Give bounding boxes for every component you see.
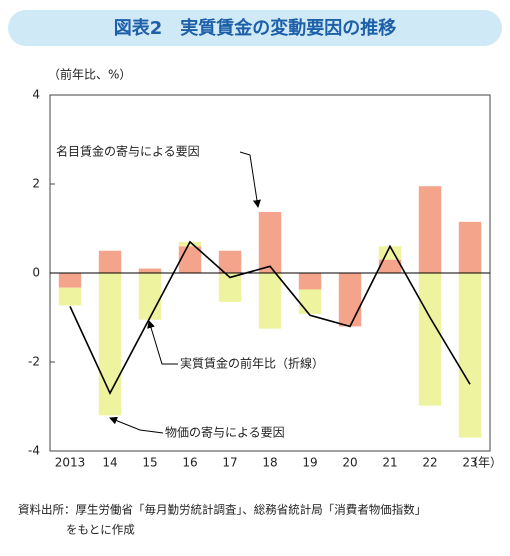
y-tick-label: 2 xyxy=(32,177,40,191)
y-tick-label: 0 xyxy=(32,266,40,280)
bar xyxy=(298,289,322,314)
source-note: 資料出所：厚生労働省「毎月勤労統計調査」、総務省統計局「消費者物価指数」 xyxy=(18,503,426,517)
bar xyxy=(98,250,122,273)
bar xyxy=(298,273,322,290)
bar xyxy=(418,273,442,406)
bar xyxy=(378,259,402,273)
x-tick-label: 23 xyxy=(462,456,477,470)
line xyxy=(69,240,471,395)
x-tick-label: 16 xyxy=(182,456,197,470)
bar xyxy=(218,250,242,273)
annotation: 実質賃金の前年比（折線） xyxy=(180,356,324,371)
x-tick-label: 19 xyxy=(302,456,317,470)
y-tick-label: -2 xyxy=(28,355,40,369)
annotation-arrow xyxy=(239,151,261,208)
source-note: をもとに作成 xyxy=(66,523,135,537)
bar xyxy=(178,241,202,247)
bar xyxy=(338,273,362,327)
x-tick-label: 17 xyxy=(222,456,237,470)
bar xyxy=(218,273,242,302)
annotation-arrow xyxy=(147,320,178,365)
bar xyxy=(418,186,442,273)
bar xyxy=(58,273,82,288)
annotation: 物価の寄与による要因 xyxy=(165,425,285,440)
bar xyxy=(458,221,482,273)
title-banner xyxy=(8,10,502,46)
bar xyxy=(378,246,402,260)
y-tick-label: 4 xyxy=(32,88,40,102)
x-tick-label: 20 xyxy=(342,456,357,470)
bar xyxy=(458,273,482,438)
bar xyxy=(178,246,202,273)
bar xyxy=(138,273,162,320)
chart-title: 図表2 実質賃金の変動要因の推移 xyxy=(114,17,397,39)
bar xyxy=(138,268,162,273)
y-axis-label: （前年比、%） xyxy=(48,67,131,82)
annotation-arrow xyxy=(109,416,164,434)
x-unit: （年） xyxy=(466,456,502,470)
x-tick-label: 18 xyxy=(262,456,277,470)
x-tick-label: 2013 xyxy=(55,456,86,470)
x-tick-label: 21 xyxy=(382,456,397,470)
x-tick-label: 14 xyxy=(102,456,117,470)
annotation: 名目賃金の寄与による要因 xyxy=(56,144,200,159)
bar xyxy=(58,287,82,306)
x-tick-label: 15 xyxy=(142,456,157,470)
y-tick-label: -4 xyxy=(28,444,40,458)
x-tick-label: 22 xyxy=(422,456,437,470)
bar xyxy=(258,273,282,329)
bar xyxy=(258,212,282,273)
